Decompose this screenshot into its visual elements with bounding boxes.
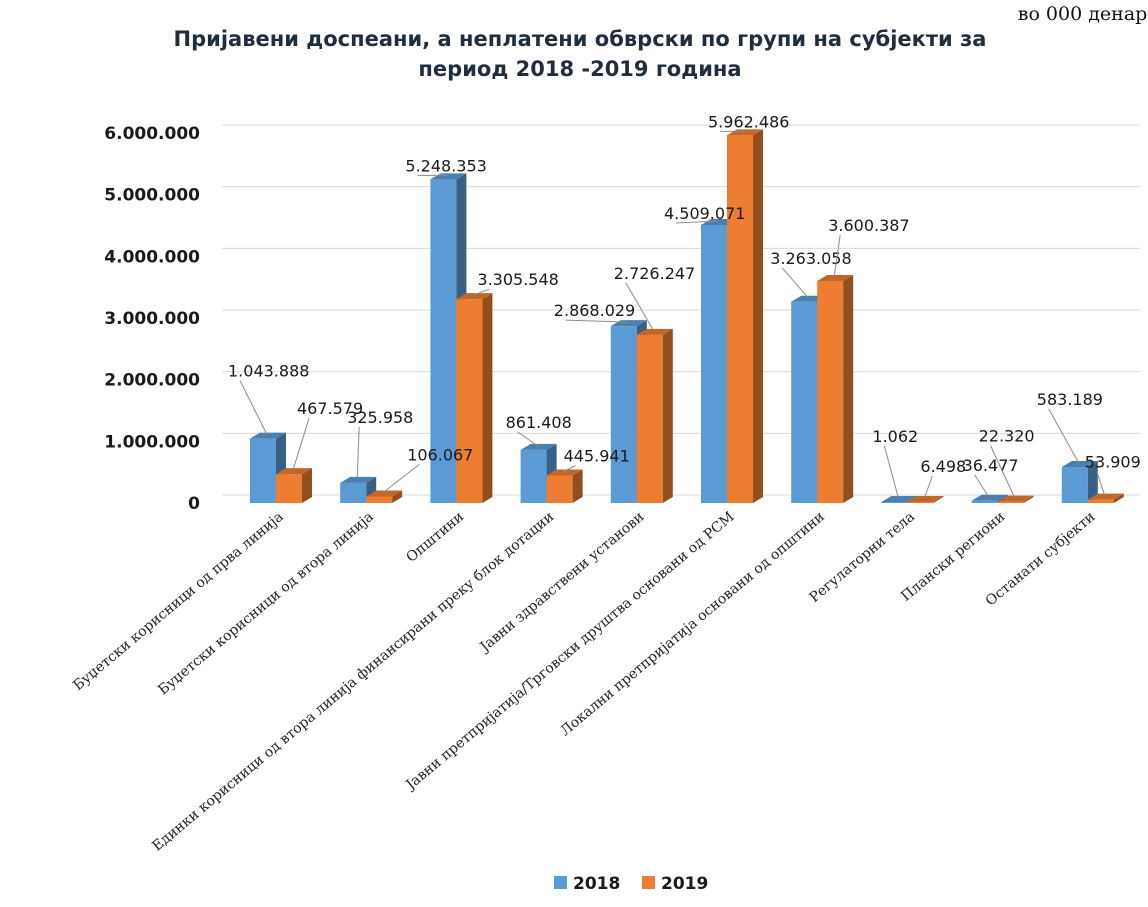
leader-line [990, 445, 1016, 498]
leader-line [563, 465, 576, 472]
bar-2019-1 [276, 468, 312, 503]
leader-line [1096, 471, 1106, 496]
bar-2019-9 [997, 495, 1034, 503]
y-tick-label: 5.000.000 [104, 186, 200, 206]
leader-line [517, 431, 538, 447]
legend-label-2018: 2018 [573, 874, 620, 894]
bar-2019-6 [727, 129, 763, 504]
legend-swatch-2019 [642, 876, 655, 889]
data-label-2018-4: 861.408 [506, 413, 572, 432]
data-label-2019-2: 106.067 [407, 445, 473, 464]
data-label-2018-5: 2.868.029 [554, 301, 635, 320]
bar-2019-10 [1087, 493, 1124, 503]
data-label-2019-8: 6.498 [920, 457, 966, 476]
y-tick-label: 0 [188, 494, 200, 514]
leader-line [565, 319, 628, 323]
unit-note: во 000 денари [1018, 3, 1148, 25]
bar-2019-7 [817, 274, 854, 503]
y-tick-label: 6.000.000 [104, 124, 200, 144]
leader-line [625, 282, 655, 332]
data-label-2019-9: 22.320 [979, 427, 1035, 446]
leader-line [292, 418, 310, 471]
leader-line [974, 474, 990, 498]
data-label-2019-6: 5.962.486 [708, 112, 789, 131]
data-label-2018-2: 325.958 [347, 408, 413, 427]
bar-2019-2 [366, 490, 403, 503]
data-label-2018-7: 3.263.058 [770, 249, 851, 268]
legend-label-2019: 2019 [661, 874, 708, 894]
data-label-2019-10: 53.909 [1085, 453, 1141, 472]
bar-2019-3 [456, 293, 493, 503]
leader-line [781, 267, 809, 299]
data-label-2019-1: 467.579 [297, 399, 363, 418]
bar-2018-10 [1061, 461, 1098, 503]
data-label-2018-1: 1.043.888 [228, 362, 309, 381]
x-axis-ticks: Буџетски корисници од прва линијаБуџетск… [70, 509, 1098, 855]
x-tick-label: Јавни здравствени установи [476, 509, 647, 657]
leader-line [675, 220, 719, 224]
leader-line [1048, 408, 1080, 464]
leader-line [356, 426, 360, 479]
chart-title-line-1: Пријавени доспеани, а неплатени обврски … [174, 27, 987, 51]
data-labels: 1.043.888 325.958 5.248.353 861.408 2.868.02… [228, 112, 1141, 499]
leader-line [833, 234, 841, 278]
leader-line [473, 288, 490, 296]
leader-line [239, 380, 268, 435]
leader-line [883, 445, 899, 499]
y-tick-label: 4.000.000 [104, 247, 200, 267]
data-label-2018-10: 583.189 [1037, 390, 1103, 409]
x-tick-label: Јавни претпријатија/Трговски друштва осн… [402, 509, 738, 794]
chart-title-line-2: период 2018 -2019 година [418, 57, 741, 81]
leader-line [923, 475, 933, 499]
gridlines [222, 124, 1140, 496]
legend: 2018 2019 [554, 874, 708, 894]
bar-2019-8 [907, 496, 944, 503]
data-label-2018-8: 1.062 [872, 427, 918, 446]
bars [250, 129, 1124, 504]
x-tick-label: Општини [403, 509, 467, 566]
leader-line [382, 464, 420, 493]
data-label-2019-3: 3.305.548 [477, 270, 558, 289]
bar-2019-5 [636, 328, 673, 503]
data-label-2019-4: 445.941 [564, 447, 630, 466]
bar-2019-4 [546, 469, 583, 503]
data-label-2018-3: 5.248.353 [405, 156, 486, 175]
data-label-2018-6: 4.509.071 [664, 204, 745, 223]
y-tick-label: 3.000.000 [104, 309, 200, 329]
y-axis-ticks: 0 1.000.000 2.000.000 3.000.000 4.000.000 5.0… [104, 124, 200, 514]
data-label-2018-9: 36.477 [963, 456, 1019, 475]
legend-swatch-2018 [554, 876, 567, 889]
data-label-2019-5: 2.726.247 [614, 264, 695, 283]
data-label-2019-7: 3.600.387 [828, 216, 909, 235]
x-tick-label: Единки корисници од втора линија финанси… [149, 509, 557, 855]
y-tick-label: 2.000.000 [104, 371, 200, 391]
y-tick-label: 1.000.000 [104, 432, 200, 452]
